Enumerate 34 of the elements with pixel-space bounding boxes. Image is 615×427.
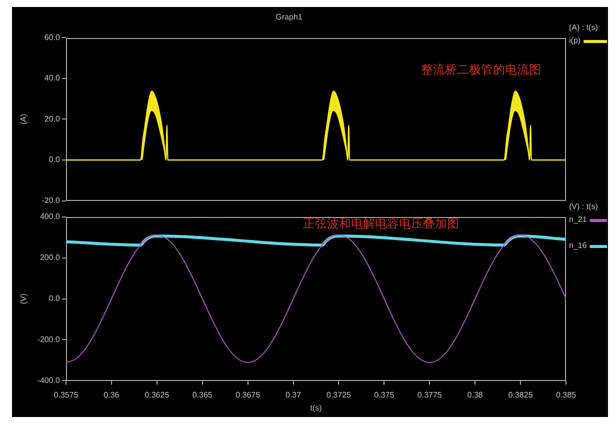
y-tick-label: -400.0 — [37, 376, 61, 385]
annotation: 正弦波和电解电容电压叠加图 — [303, 216, 459, 230]
legend-label: i(p) — [569, 36, 581, 46]
y-tick-label: 200.0 — [40, 252, 61, 262]
x-axis-title: t(s) — [310, 403, 322, 412]
x-tick-label: 0.3575 — [54, 390, 79, 400]
x-tick-label: 0.385 — [556, 390, 577, 400]
x-tick-label: 0.375 — [374, 390, 395, 400]
legend-label: n_16 — [569, 241, 588, 250]
y-tick-label: 400.0 — [40, 212, 61, 222]
x-tick-label: 0.3825 — [508, 390, 534, 400]
y-tick-label: 20.0 — [44, 114, 61, 124]
legend-label: n_21 — [569, 215, 588, 224]
x-tick-label: 0.37 — [285, 390, 302, 400]
x-tick-label: 0.36 — [104, 390, 120, 400]
legend-title: (A) : t(s) — [569, 22, 598, 32]
x-tick-label: 0.38 — [467, 390, 484, 400]
x-tick-label: 0.3675 — [236, 390, 261, 400]
y-tick-label: -20.0 — [42, 196, 61, 206]
line-series — [66, 234, 566, 363]
x-tick-label: 0.3725 — [326, 390, 352, 400]
annotation: 整流桥二极管的电流图 — [421, 62, 541, 77]
y-axis-title: (V) — [19, 293, 28, 304]
y-tick-label: 40.0 — [44, 74, 61, 83]
y-tick-label: 60.0 — [44, 32, 61, 42]
y-tick-label: -200.0 — [37, 334, 61, 344]
chart-title: Graph1 — [276, 12, 303, 22]
legend-title: (V) : t(s) — [569, 202, 598, 212]
y-tick-label: 0.0 — [48, 155, 61, 164]
x-tick-label: 0.3625 — [144, 390, 170, 400]
x-tick-label: 0.365 — [192, 390, 213, 400]
y-tick-label: 0.0 — [48, 294, 61, 303]
x-tick-label: 0.3775 — [417, 390, 442, 400]
y-axis-title: (A) — [19, 114, 28, 125]
